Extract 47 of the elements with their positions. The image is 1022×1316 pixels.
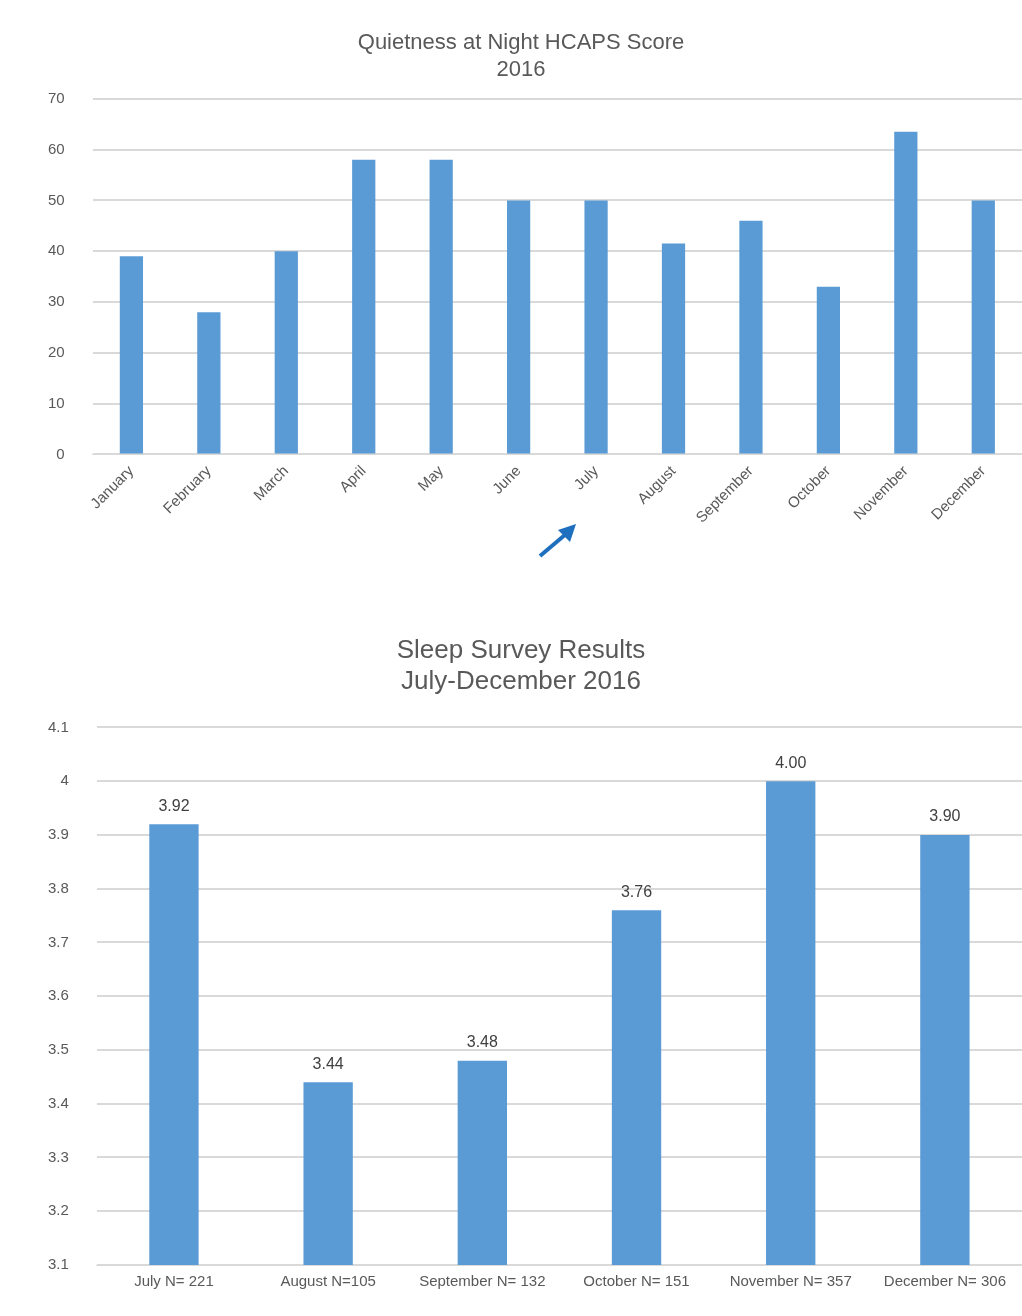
y-tick-label: 3.5 [47,1040,69,1058]
y-tick-label: 3.2 [47,1201,69,1219]
y-tick-label: 3.3 [47,1147,69,1165]
y-tick-label: 3.9 [47,825,69,843]
data-label: 3.92 [158,796,190,814]
data-label: 3.90 [929,807,961,825]
chart-title: Quietness at Night HCAPS Score 2016 [357,29,685,81]
y-tick-label: 4 [60,771,69,789]
y-tick-label: 4.1 [47,717,69,735]
data-label: 3.76 [620,882,653,900]
data-label: 3.44 [312,1054,344,1072]
chart-title: Sleep Survey Results July-December 2016 [396,633,646,695]
bar [971,200,995,454]
bar [739,220,763,454]
y-tick-label: 3.1 [47,1255,69,1273]
bar [119,256,144,454]
x-tick-label: October N= 151 [583,1272,690,1290]
x-tick-label: July N= 221 [134,1272,214,1290]
x-tick-label: May [414,461,447,494]
bar [507,200,531,454]
y-tick-label: 3.8 [47,878,69,896]
y-tick-label: 30 [48,292,65,310]
y-tick-label: 40 [48,241,65,259]
bar [816,286,841,454]
x-tick-label: September N= 132 [419,1272,546,1290]
y-tick-label: 70 [48,88,65,106]
y-tick-label: 3.6 [47,986,69,1004]
y-tick-label: 10 [48,393,65,411]
bar [661,243,686,454]
x-tick-label: August N=105 [280,1272,376,1290]
x-tick-label: December N= 306 [883,1272,1006,1290]
x-tick-label: November N= 357 [729,1272,852,1290]
y-tick-label: 20 [48,342,65,360]
y-tick-label: 60 [48,139,65,157]
y-tick-label: 0 [56,444,65,462]
bar [584,200,608,454]
bar [352,159,376,454]
bar [894,131,918,454]
x-tick-label: July [570,461,602,493]
data-label: 3.48 [466,1033,498,1051]
data-label: 4.00 [775,753,807,771]
y-tick-label: 3.7 [47,932,69,950]
bar [197,312,221,454]
bar [274,251,298,454]
y-tick-label: 50 [48,190,65,208]
bar [429,159,453,454]
y-tick-label: 3.4 [47,1093,69,1111]
